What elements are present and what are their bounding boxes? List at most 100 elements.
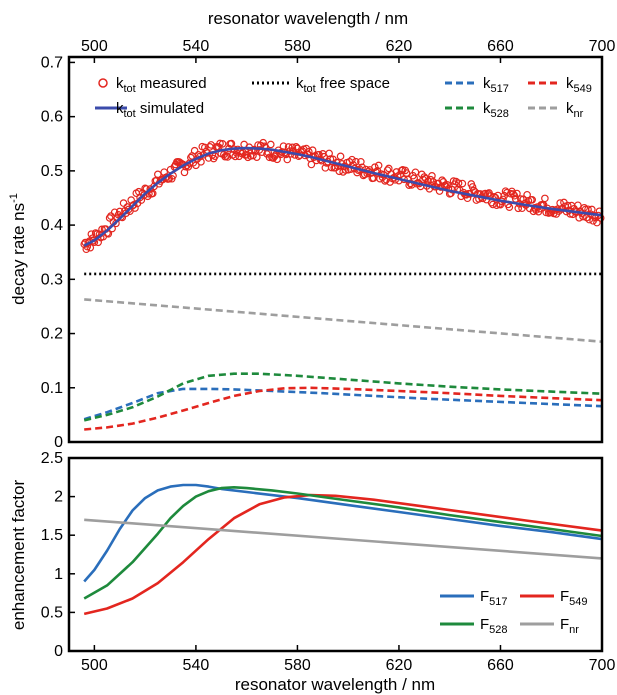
ktot-measured-point [593,218,601,227]
bottom-x-tick-label: 620 [386,657,413,674]
legend-label: F517 [480,588,508,608]
bottom-x-tick-label: 580 [284,657,311,674]
bottom-y-axis-label: enhancement factor [9,480,28,631]
ktot-measured-point [273,155,281,164]
bottom-x-axis-label: resonator wavelength / nm [235,675,435,694]
top-axis-label: resonator wavelength / nm [208,9,408,28]
ktot-measured-point [216,139,224,148]
ktot-measured-point [190,146,199,155]
k517-line [83,387,603,421]
ktot-measured-points [80,138,605,254]
legend-label: k549 [566,75,592,95]
bottom-x-tick-label: 540 [183,657,210,674]
ktot-measured-point [381,177,389,185]
ktot-simulated-line [83,146,603,247]
top-x-tick-label: 580 [284,38,311,55]
ktot-measured-point [237,149,246,158]
ktot-measured-point [528,195,537,204]
ktot-measured-point [392,168,401,176]
bottom-plot-frame [67,456,604,653]
ktot-measured-legend-key [98,78,108,88]
ktot-measured-point [588,205,596,214]
ktot-measured-point [516,195,525,203]
decay-rate-label: decay rate ns [9,203,28,305]
ktot-measured-point [118,213,127,222]
bottom-y-tick-label: 2 [54,489,63,506]
ktot-measured-point [420,173,429,181]
ktot-measured-point [288,143,297,152]
top-x-tick-label: 700 [589,38,616,55]
ktot-measured-point [505,203,514,212]
f517-line [83,483,603,583]
ktot-measured-point [513,189,521,198]
bottom-legend: F517 F549 F528 Fnr [440,588,588,636]
decay-rate-panel: resonator wavelength / nm 500 540 580 620 66… [8,9,615,451]
top-x-tick-label: 540 [183,38,210,55]
top-x-tick-label: 500 [81,38,108,55]
ktot-measured-point [336,152,345,161]
ktot-measured-point [428,172,436,180]
ktot-measured-point [266,140,275,149]
ktot-measured-point [352,157,360,166]
bottom-y-tick-label: 1 [54,566,63,583]
decay-rate-exp: -1 [8,193,20,203]
top-series [80,138,605,431]
bottom-y-tick-label: 0.5 [41,604,63,621]
bottom-x-tick-label: 700 [589,657,616,674]
fnr-line [84,518,603,560]
top-y-tick-label: 0.3 [41,271,63,288]
ktot-measured-point [374,161,383,170]
ktot-measured-point [140,191,148,200]
ktot-measured-point [541,194,549,203]
legend-label: k528 [483,100,509,120]
top-y-axis-label: decay rate ns-1 [8,193,28,305]
ktot-measured-point [89,236,98,245]
ktot-measured-point [563,201,572,210]
ktot-measured-point [87,230,96,238]
top-y-tick-label: 0.2 [41,326,63,343]
top-y-tick-label: 0.1 [41,380,63,397]
top-x-ticks: 500 540 580 620 660 700 [81,38,615,63]
top-y-tick-label: 0 [54,434,63,451]
ktot-measured-point [112,219,120,228]
ktot-measured-point [284,143,293,151]
legend-label: ktot free space [296,75,390,95]
ktot-measured-point [348,155,356,164]
ktot-measured-point [292,143,300,151]
ktot-measured-point [91,229,100,237]
ktot-measured-point [98,225,106,234]
knr-line [84,298,603,343]
ktot-measured-point [86,243,95,252]
bottom-x-tick-label: 500 [81,657,108,674]
ktot-measured-point [119,199,128,207]
ktot-measured-point [218,140,227,148]
ktot-measured-point [454,179,463,187]
ktot-measured-point [154,170,162,179]
enhancement-panel: 0 0.5 1 1.5 2 2.5 500 540 580 620 660 700 enhancem… [9,450,615,694]
top-y-tick-label: 0.6 [41,109,63,126]
ktot-measured-point [307,160,316,169]
top-y-ticks: 0 0.1 0.2 0.3 0.4 0.5 0.6 0.7 [41,54,75,451]
ktot-measured-point [231,152,240,161]
top-legend: ktot measured ktot simulated ktot free spa… [95,75,592,120]
legend-label: F549 [560,588,588,608]
ktot-measured-point [580,203,589,212]
top-plot-frame [67,55,604,444]
top-y-tick-label: 0.5 [41,163,63,180]
k528-line [83,372,603,422]
ktot-measured-point [283,155,292,164]
ktot-measured-point [458,179,467,188]
ktot-measured-point [421,174,430,183]
f549-line [83,493,603,616]
ktot-measured-point [514,204,523,213]
ktot-measured-point [443,181,451,189]
top-y-tick-label: 0.4 [41,217,63,234]
ktot-measured-point [357,157,365,166]
k549-line [84,386,603,431]
top-x-tick-label: 620 [386,38,413,55]
ktot-measured-point [148,189,157,198]
legend-label: Fnr [560,616,579,636]
bottom-series [83,483,603,616]
bottom-y-tick-label: 0 [54,643,63,660]
